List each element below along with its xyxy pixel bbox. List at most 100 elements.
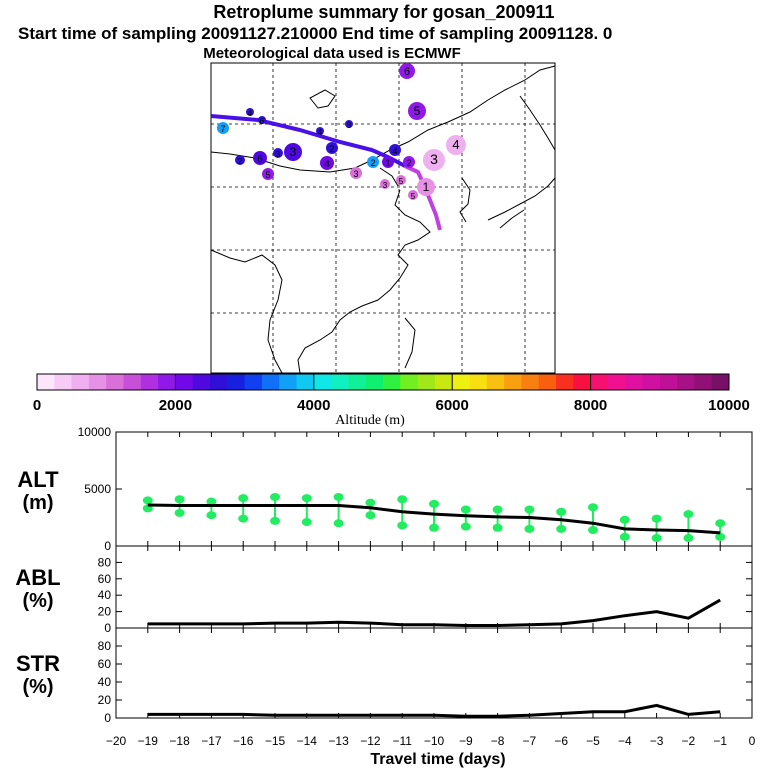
- x-tick-label: −1: [713, 734, 727, 748]
- plume-cluster-marker: [408, 190, 418, 200]
- plume-cluster-label: 4: [318, 128, 323, 137]
- plume-cluster-label: 1: [385, 158, 390, 168]
- x-tick-label: −17: [201, 734, 222, 748]
- cluster-point-high: [142, 496, 153, 505]
- x-tick-label: −10: [424, 734, 445, 748]
- colorbar-swatch: [210, 374, 228, 390]
- plume-cluster-label: 3: [430, 151, 438, 167]
- y-axis-label: STR: [16, 651, 60, 676]
- colorbar-tick-label: 0: [33, 397, 41, 414]
- plume-cluster-label: 2: [238, 157, 243, 166]
- x-tick-label: −14: [297, 734, 318, 748]
- colorbar-swatch: [400, 374, 419, 390]
- abl-panel: 0 20 40 60 80 ABL(%): [15, 545, 753, 635]
- alt-panel: 0 5000 10000 ALT(m): [17, 425, 753, 553]
- colorbar-swatch: [192, 374, 211, 390]
- y-axis-label-unit: (m): [22, 492, 53, 514]
- map-coastline: [210, 249, 283, 374]
- colorbar-swatch: [590, 374, 609, 390]
- x-tick-label: −7: [523, 734, 537, 748]
- plume-cluster-label: 7: [220, 124, 225, 134]
- sampling-time-line: Start time of sampling 20091127.210000 E…: [18, 24, 613, 43]
- colorbar-swatch: [642, 374, 661, 390]
- plume-cluster-label: 6: [404, 66, 410, 78]
- cluster-point-high: [429, 499, 439, 508]
- cluster-point-high: [174, 495, 185, 504]
- plume-cluster-label: 4: [392, 146, 397, 156]
- cluster-point-high: [270, 492, 280, 501]
- colorbar-swatch: [331, 374, 349, 390]
- map-coastline: [379, 167, 399, 187]
- cluster-point-high: [238, 494, 249, 503]
- cluster-point-low: [492, 523, 503, 532]
- x-tick-label: −16: [233, 734, 254, 748]
- colorbar-swatch: [106, 374, 124, 390]
- x-tick-label: −3: [650, 734, 664, 748]
- colorbar-swatch: [573, 374, 592, 390]
- map-coastline: [297, 189, 431, 374]
- x-tick-label: −15: [265, 734, 286, 748]
- cluster-point-high: [206, 497, 217, 506]
- cluster-point-high: [683, 510, 694, 519]
- colorbar-swatch: [261, 374, 280, 390]
- series-line: [147, 703, 721, 718]
- plume-cluster-label: 5: [399, 177, 404, 186]
- colorbar-tick-label: 4000: [297, 397, 330, 414]
- cluster-point-low: [429, 523, 439, 532]
- x-tick-label: −5: [586, 734, 600, 748]
- x-tick-label: −4: [618, 734, 632, 748]
- plume-cluster-label: 6: [257, 154, 263, 165]
- cluster-point-low: [206, 511, 217, 520]
- colorbar-swatch: [677, 374, 695, 390]
- x-tick-label: −2: [682, 734, 696, 748]
- str-panel: 0 20 40 60 80 STR(%): [16, 627, 753, 725]
- colorbar-swatch: [54, 374, 73, 390]
- map-coastline: [459, 177, 471, 223]
- plume-cluster-label: 4: [324, 159, 330, 170]
- colorbar-swatch: [123, 374, 142, 390]
- plume-cluster-label: 3: [383, 181, 388, 190]
- colorbar-swatch: [71, 374, 90, 390]
- y-axis-label-unit: (%): [22, 676, 53, 698]
- colorbar-swatch: [486, 374, 505, 390]
- y-tick-label: 10000: [78, 425, 112, 439]
- x-tick-label: −11: [392, 734, 412, 748]
- plume-cluster-marker: [217, 122, 229, 134]
- cluster-point-low: [365, 511, 376, 520]
- plume-cluster-label: 5: [414, 104, 421, 118]
- cluster-point-high: [333, 492, 344, 501]
- series-line: [147, 598, 721, 627]
- plume-cluster-marker: [367, 156, 379, 168]
- plume-cluster-label: 1: [423, 180, 430, 194]
- map-coastline: [309, 89, 336, 109]
- colorbar-swatch: [244, 374, 263, 390]
- colorbar-tick-label: 8000: [574, 397, 607, 414]
- y-tick-label: 80: [98, 639, 112, 653]
- y-axis-label-unit: (%): [22, 590, 53, 612]
- x-axis-label: Travel time (days): [370, 751, 505, 768]
- plume-cluster-marker: [235, 155, 245, 165]
- cluster-point-high: [651, 514, 662, 523]
- plume-cluster-label: 3: [290, 145, 297, 159]
- plume-cluster-marker: [382, 156, 394, 168]
- cluster-point-low: [301, 518, 312, 527]
- y-tick-label: 80: [98, 555, 112, 569]
- plume-cluster-marker: [423, 149, 445, 171]
- plume-cluster-marker: [380, 179, 390, 189]
- map-coastline: [404, 317, 416, 369]
- plume-cluster-label: 6: [260, 117, 265, 126]
- cluster-point-low: [460, 522, 471, 531]
- cluster-point-low: [588, 526, 598, 535]
- plume-cluster-label: 3: [347, 121, 352, 130]
- colorbar-swatch: [296, 374, 315, 390]
- colorbar-axis-label: Altitude (m): [335, 413, 405, 428]
- plume-cluster-label: 5: [265, 170, 270, 180]
- cluster-point-low: [238, 514, 249, 523]
- cluster-point-low: [524, 524, 535, 533]
- colorbar-swatch: [504, 374, 522, 390]
- plume-cluster-label: 2: [406, 158, 411, 168]
- colorbar-swatch: [556, 374, 574, 390]
- cluster-point-low: [556, 524, 567, 533]
- colorbar-swatch: [521, 374, 540, 390]
